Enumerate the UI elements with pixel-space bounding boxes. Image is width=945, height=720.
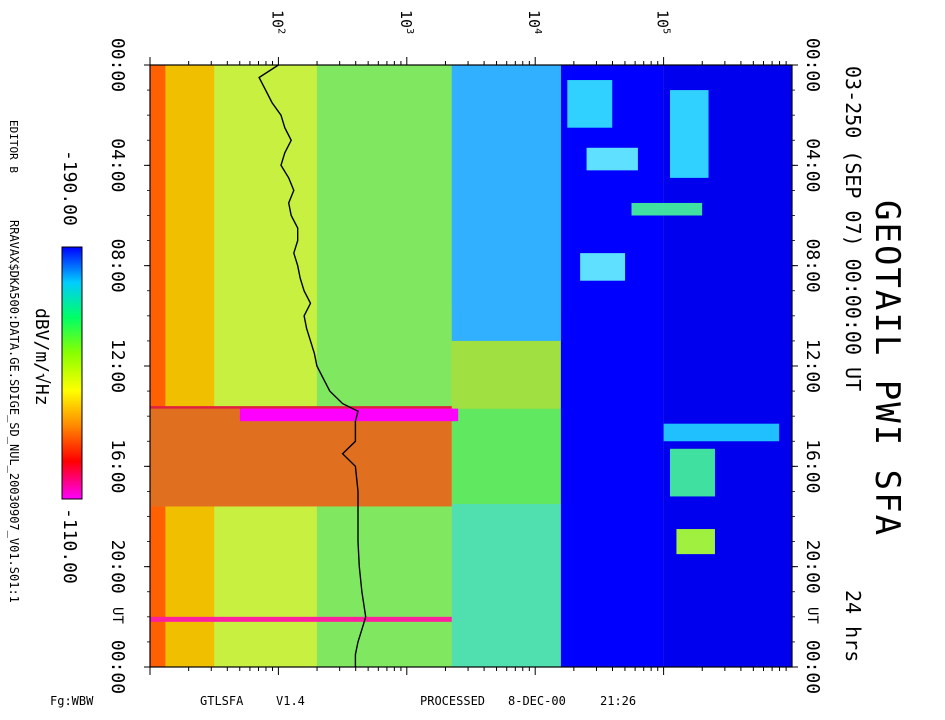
spectrogram-region-7 [451, 503, 561, 667]
time-label-left-3: 12:00 [107, 339, 128, 393]
processed-label: PROCESSED [420, 694, 486, 708]
time-label-right-5: 20:00 [802, 540, 823, 594]
spectrogram-region-20 [670, 90, 709, 178]
chart-title: GEOTAIL PWI SFA [867, 200, 907, 537]
time-label-left-4: 16:00 [107, 439, 128, 493]
spectrogram-region-21 [580, 253, 626, 281]
duration-label: 24 hrs [841, 590, 865, 662]
colorbar-max-label: -110.00 [59, 508, 80, 584]
spectrogram-region-2 [214, 65, 317, 667]
spectrogram-region-3 [316, 65, 452, 667]
spectrogram-region-18 [676, 529, 715, 555]
spectrogram-region-13 [239, 408, 459, 422]
file-path-label: RRAVAX$DKA500:DATA.GE.SDIGE_SD_NUL_20030… [7, 220, 21, 603]
processed-time: 21:26 [600, 694, 637, 708]
fg-label: Fg:WBW [50, 694, 94, 708]
spectrogram-region-10 [451, 65, 561, 341]
time-label-right-4: 16:00 [802, 439, 823, 493]
chart-subtitle: 03-250 (SEP 07) 00:00:00 UT [841, 66, 865, 391]
power-trace-group [258, 65, 367, 667]
time-label-right-2: 08:00 [802, 239, 823, 293]
time-label-left-0: 00:00 [107, 38, 128, 92]
colorbar [61, 246, 83, 500]
spectrogram-regions [150, 65, 792, 667]
processed-date: 8-DEC-00 [508, 694, 566, 708]
ut-label-left: UT [109, 607, 125, 624]
spectrogram-region-14 [150, 616, 452, 622]
time-label-left-2: 08:00 [107, 239, 128, 293]
spectrogram-region-15 [631, 202, 703, 216]
spectrogram-region-6 [451, 408, 561, 504]
time-axis-ticks: 00:00 00:00 04:00 04:00 08:00 08:00 12:00 12:00… [107, 38, 823, 694]
spectrogram-region-1 [150, 65, 166, 667]
colorbar-unit-label: dBV/m/√Hz [31, 308, 52, 406]
spectrogram-region-22 [586, 147, 638, 171]
editor-label: EDITOR B [7, 120, 20, 173]
frequency-axis-ticks: 102 103 104 105 [149, 10, 787, 675]
spectrogram-region-12 [150, 408, 452, 507]
time-label-left-5: 20:00 [107, 540, 128, 594]
freq-label-1: 103 [397, 10, 415, 34]
freq-label-3: 105 [654, 10, 672, 34]
spectrogram-region-16 [663, 423, 780, 442]
time-label-right-1: 04:00 [802, 138, 823, 192]
time-label-left-6: 00:00 [107, 640, 128, 694]
colorbar-min-label: -190.00 [59, 150, 80, 226]
spectrogram-region-19 [567, 80, 613, 128]
ut-label-right: UT [804, 607, 820, 624]
time-label-right-3: 12:00 [802, 339, 823, 393]
power-trace-line [258, 65, 367, 667]
time-label-right-0: 00:00 [802, 38, 823, 92]
freq-label-2: 104 [525, 10, 543, 34]
program-label: GTLSFA [200, 694, 244, 708]
time-label-right-6: 00:00 [802, 640, 823, 694]
spectrogram-region-17 [670, 448, 715, 497]
freq-label-0: 102 [268, 10, 286, 34]
version-label: V1.4 [276, 694, 305, 708]
time-label-left-1: 04:00 [107, 138, 128, 192]
